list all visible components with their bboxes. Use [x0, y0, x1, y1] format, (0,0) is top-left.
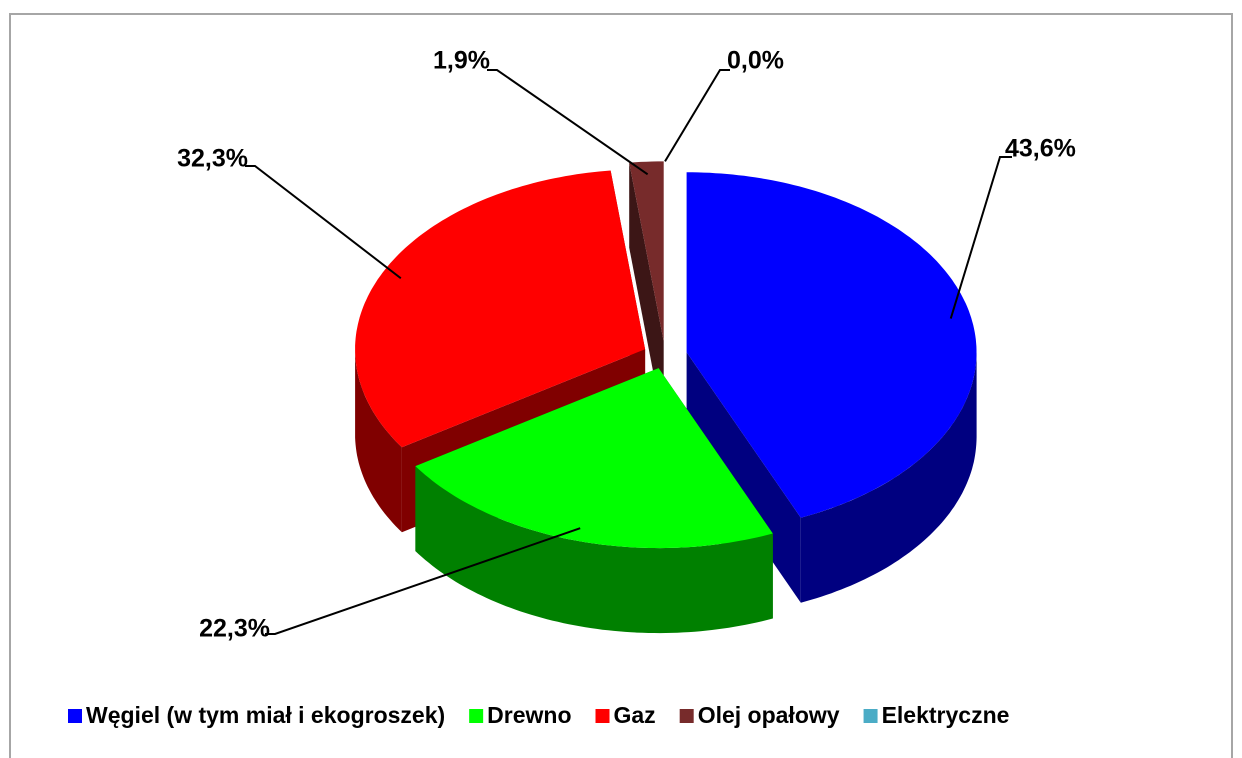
legend-label: Elektryczne — [882, 702, 1010, 728]
leader-line — [265, 527, 581, 635]
slice-side — [415, 466, 773, 634]
data-label: 32,3% — [177, 145, 248, 173]
leader-line — [245, 165, 402, 280]
slice — [355, 170, 646, 448]
chart-frame — [9, 13, 1233, 758]
data-label: 0,0% — [727, 47, 784, 75]
data-label: 22,3% — [199, 615, 270, 643]
slice-side — [800, 352, 977, 603]
legend-swatch — [469, 709, 484, 723]
slice — [686, 172, 977, 518]
legend-swatch — [595, 709, 610, 723]
legend-label: Węgiel (w tym miał i ekogroszek) — [86, 702, 445, 728]
legend-swatch — [679, 709, 694, 723]
slice-side — [355, 349, 402, 533]
leader-line — [487, 69, 649, 176]
slice — [629, 161, 664, 342]
legend-swatch — [68, 709, 82, 723]
leader-line — [949, 156, 1012, 319]
legend-label: Olej opałowy — [698, 702, 840, 728]
data-label: 1,9% — [433, 47, 490, 75]
legend-label: Gaz — [614, 702, 656, 728]
slice — [415, 368, 773, 549]
legend-swatch — [863, 709, 878, 723]
leader-line — [664, 69, 730, 162]
slice-wall — [629, 162, 664, 427]
data-label: 43,6% — [1005, 135, 1076, 163]
legend-label: Drewno — [487, 702, 571, 728]
